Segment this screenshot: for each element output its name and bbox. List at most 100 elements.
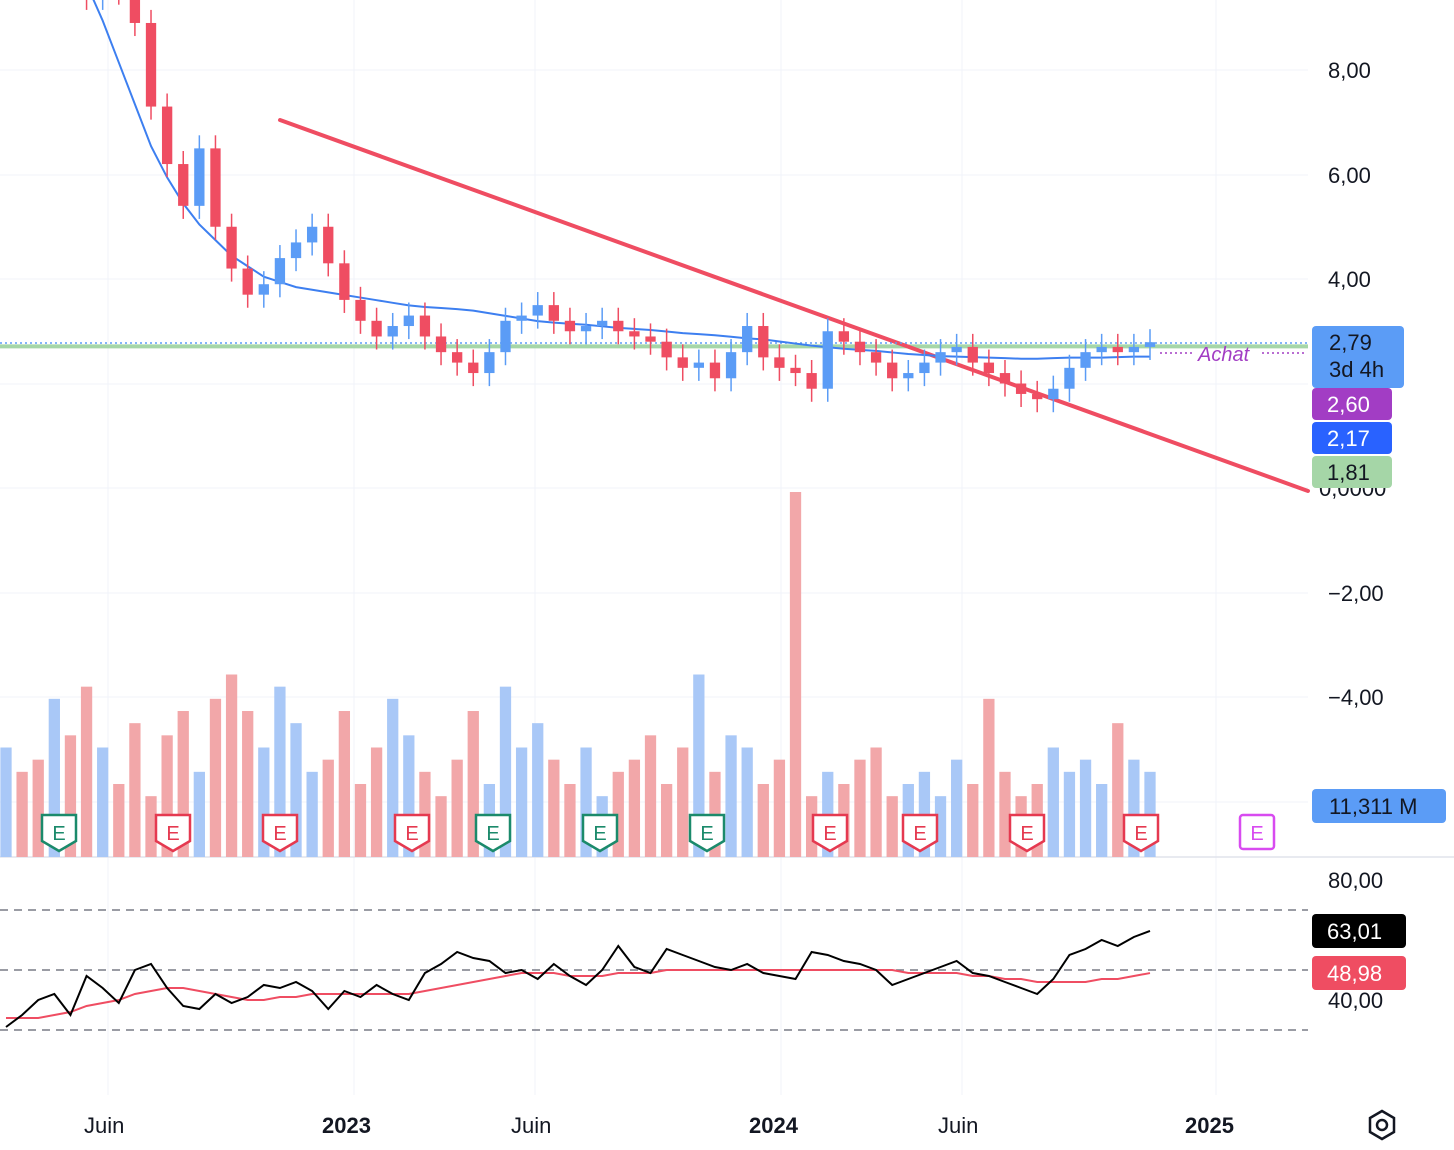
rsi-line <box>5 930 1151 1028</box>
candle-body <box>709 362 721 379</box>
volume-bar <box>548 759 560 857</box>
earnings-badge <box>474 813 512 853</box>
earnings-letter: E <box>593 823 606 845</box>
candle-body <box>693 362 705 368</box>
earnings-badge <box>393 813 431 853</box>
volume-bar <box>999 771 1011 857</box>
volume-value: 11,311 M <box>1329 794 1417 819</box>
time-axis: Juin 2023 Juin 2024 Juin 2025 <box>84 1113 1234 1138</box>
candle-body <box>1015 383 1027 394</box>
earnings-marker: E <box>1008 813 1046 853</box>
candle-body <box>500 320 511 353</box>
candle-body <box>919 362 930 374</box>
volume-bar <box>97 747 109 857</box>
volume-bar <box>983 698 995 857</box>
candle-body <box>161 106 173 165</box>
last-price-value: 2,79 <box>1329 330 1372 355</box>
time-label: 2025 <box>1185 1113 1234 1138</box>
candle-body <box>758 326 769 358</box>
volume-bar <box>1079 759 1092 857</box>
candle-body <box>290 242 302 259</box>
volume-bar <box>16 771 28 857</box>
price-tick: 8,00 <box>1328 58 1371 83</box>
candle-body <box>1064 367 1075 389</box>
volume-bar <box>1096 784 1108 857</box>
earnings-letter: E <box>166 823 179 845</box>
earnings-marker: E <box>811 813 849 853</box>
volume-bar <box>354 784 367 857</box>
candle-body <box>1096 346 1107 353</box>
time-label: 2024 <box>749 1113 799 1138</box>
candle-body <box>419 315 431 337</box>
candle-body <box>725 352 737 379</box>
volume-bar <box>741 747 753 857</box>
rsi-tag: 63,01 <box>1312 914 1406 948</box>
volume-bar <box>322 759 334 857</box>
candle-body <box>403 315 414 327</box>
candle-body <box>887 362 898 379</box>
candle-body <box>306 226 318 243</box>
candle-body <box>1112 346 1123 353</box>
candle-body <box>645 336 656 342</box>
volume-bar <box>1063 771 1076 857</box>
candle-body <box>468 362 479 374</box>
volume-bar <box>403 735 415 857</box>
volume-bar <box>1112 723 1124 857</box>
rsi-ma-value: 48,98 <box>1327 961 1382 986</box>
volume-bar <box>886 796 898 857</box>
candle-body <box>210 148 221 227</box>
volume-bar <box>48 698 60 857</box>
volume-bar <box>161 735 173 857</box>
candle-body <box>387 326 398 337</box>
volume-bar <box>225 674 238 857</box>
volume-bar <box>145 796 157 857</box>
rsi-value: 63,01 <box>1327 919 1382 944</box>
candle-body <box>677 357 688 368</box>
chart-overlays <box>0 0 1310 493</box>
earnings-marker: E <box>261 813 299 853</box>
earnings-badge <box>1122 813 1160 853</box>
volume-bar <box>274 686 286 857</box>
candle-body <box>790 367 801 374</box>
earnings-badge <box>1008 813 1046 853</box>
rsi-tick: 40,00 <box>1328 988 1383 1013</box>
earnings-letter: E <box>913 823 926 845</box>
volume-bar <box>499 686 512 857</box>
candle-body <box>870 352 882 363</box>
rsi-axis: 80,00 40,00 <box>1328 868 1383 1013</box>
earnings-marker: E <box>901 813 939 853</box>
candle-body <box>242 268 253 295</box>
candle-body <box>903 373 914 379</box>
earnings-badge <box>1238 813 1276 851</box>
volume-bar <box>757 784 769 857</box>
volume-bar <box>258 747 270 857</box>
rsi-ma-line <box>6 969 1151 1019</box>
volume-bar <box>789 492 802 857</box>
rsi-tick: 80,00 <box>1328 868 1383 893</box>
price-tick: 4,00 <box>1328 267 1371 292</box>
volume-bar <box>854 759 866 857</box>
volume-bar <box>113 784 125 857</box>
earnings-marker: E <box>154 813 192 853</box>
volume-bar <box>580 747 592 857</box>
candle-body <box>194 148 205 206</box>
chart-grid <box>0 0 1454 1095</box>
earnings-letter: E <box>1250 823 1263 845</box>
volume-bar <box>628 759 641 857</box>
candle-body <box>967 346 978 363</box>
volume-bar <box>129 723 141 857</box>
candle-body <box>548 305 559 321</box>
candle-body <box>516 315 527 321</box>
earnings-marker: E <box>1238 813 1276 851</box>
earnings-letter: E <box>405 823 418 845</box>
candle-body <box>951 346 962 353</box>
candle-body <box>564 320 576 332</box>
candle-body <box>323 226 334 264</box>
candle-body <box>742 326 753 353</box>
volume-bar <box>805 796 818 857</box>
volume-bar <box>934 796 947 857</box>
settings-icon[interactable] <box>1368 1109 1396 1141</box>
